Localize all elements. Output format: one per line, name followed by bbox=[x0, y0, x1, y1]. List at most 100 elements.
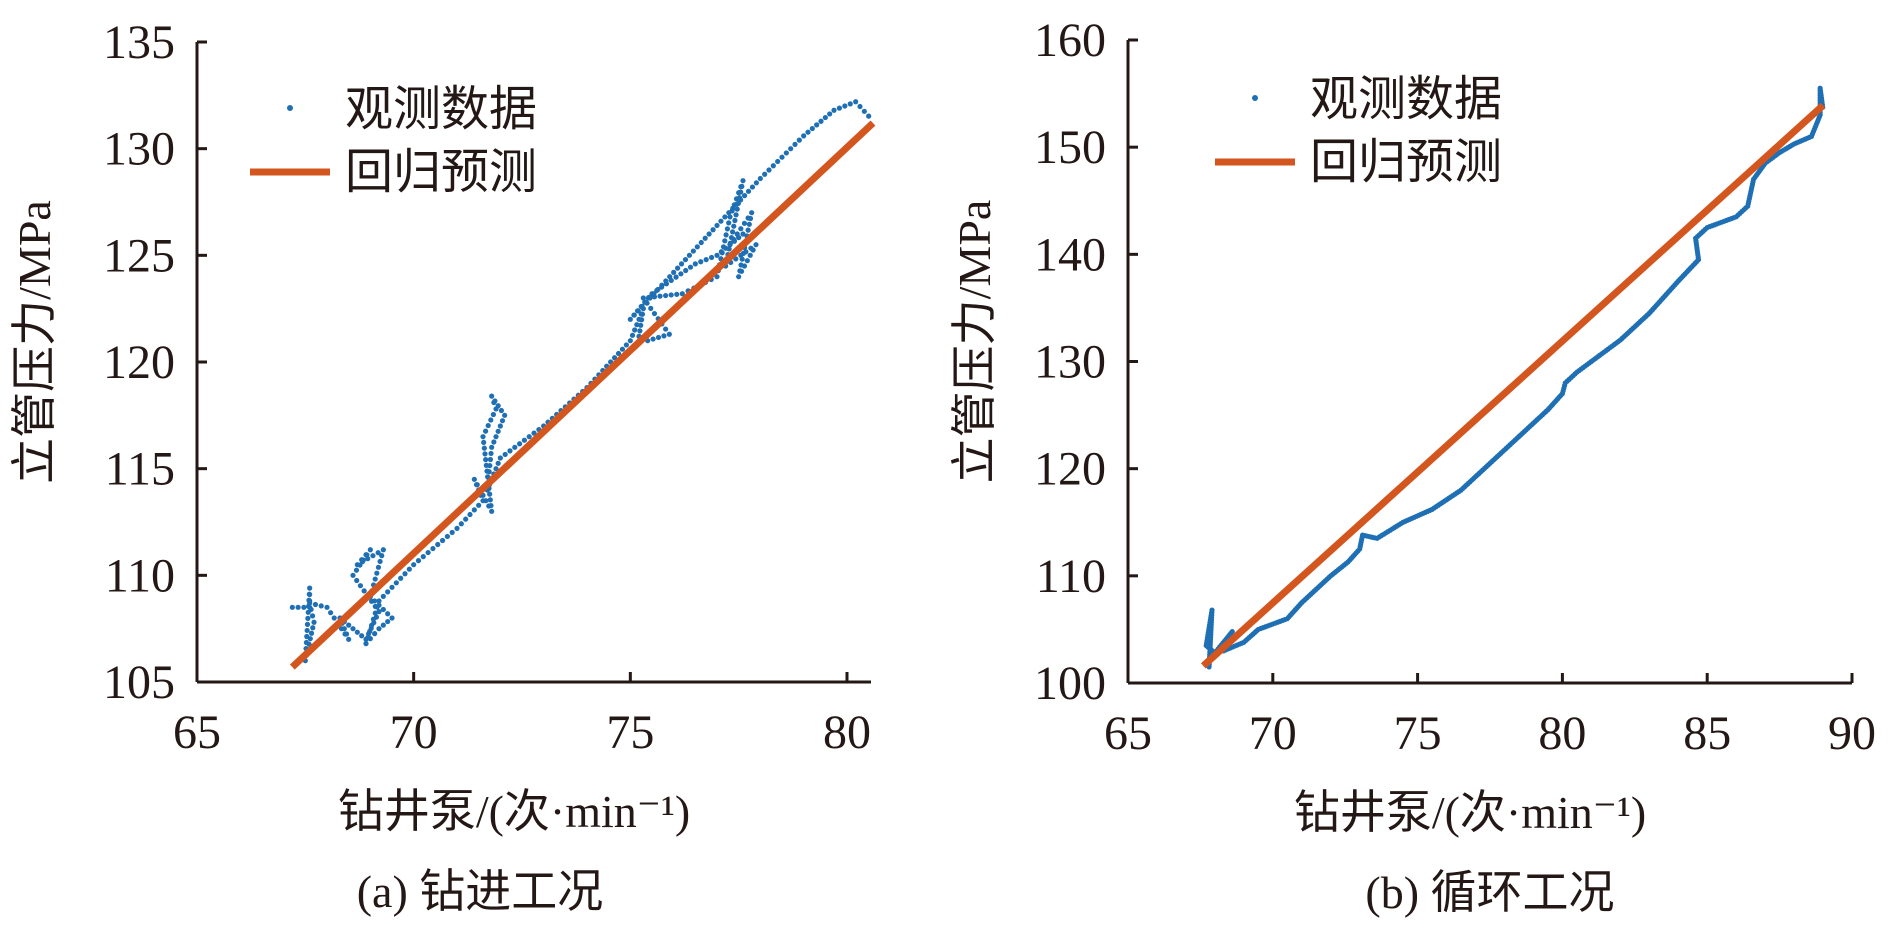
observed-point bbox=[521, 437, 528, 443]
observed-point bbox=[467, 511, 473, 518]
observed-point bbox=[402, 571, 408, 577]
observed-point bbox=[627, 338, 633, 344]
x-tick-label: 75 bbox=[1394, 707, 1442, 760]
observed-point bbox=[415, 558, 422, 564]
observed-point bbox=[331, 615, 337, 621]
observed-point bbox=[531, 430, 537, 436]
observed-point bbox=[757, 175, 763, 182]
observed-point bbox=[842, 103, 848, 109]
observed-point bbox=[734, 206, 740, 212]
observed-point bbox=[435, 541, 441, 548]
observed-point bbox=[295, 604, 301, 610]
observed-point bbox=[730, 205, 736, 211]
observed-point bbox=[745, 215, 751, 221]
x-tick-label: 65 bbox=[173, 706, 221, 759]
observed-point bbox=[738, 226, 744, 232]
observed-point bbox=[375, 564, 382, 570]
observed-point bbox=[372, 631, 378, 637]
observed-point bbox=[733, 212, 739, 218]
observed-point bbox=[359, 633, 365, 639]
x-tick-label: 70 bbox=[390, 706, 438, 759]
observed-point bbox=[420, 554, 426, 560]
observed-point bbox=[643, 299, 649, 305]
observed-point bbox=[731, 223, 737, 229]
observed-point bbox=[526, 434, 532, 440]
observed-point bbox=[640, 295, 646, 301]
y-tick-label: 105 bbox=[103, 656, 175, 709]
observed-point bbox=[663, 278, 669, 284]
observed-point bbox=[655, 334, 662, 341]
observed-point bbox=[483, 428, 489, 434]
observed-point bbox=[739, 183, 745, 189]
observed-point bbox=[487, 463, 493, 469]
observed-point bbox=[779, 154, 785, 160]
observed-point bbox=[632, 327, 638, 333]
observed-point bbox=[492, 398, 498, 404]
observed-point bbox=[818, 118, 824, 124]
observed-point bbox=[667, 274, 673, 280]
observed-point bbox=[375, 550, 381, 556]
observed-point bbox=[458, 521, 464, 527]
observed-point bbox=[289, 604, 295, 610]
legend-label-observed: 观测数据 bbox=[1310, 73, 1502, 126]
observed-point bbox=[639, 303, 645, 310]
observed-point bbox=[866, 113, 872, 119]
y-tick-label: 110 bbox=[105, 549, 175, 602]
observed-point bbox=[439, 537, 446, 544]
observed-point bbox=[398, 575, 404, 581]
observed-point bbox=[346, 636, 352, 642]
legend-marker-observed bbox=[287, 105, 293, 111]
y-tick-label: 120 bbox=[1034, 443, 1106, 496]
observed-point bbox=[668, 292, 674, 298]
regression-line bbox=[1200, 102, 1826, 669]
observed-point bbox=[305, 615, 311, 621]
observed-point bbox=[814, 122, 820, 128]
observed-point bbox=[476, 502, 482, 508]
y-tick-label: 160 bbox=[1034, 14, 1106, 67]
observed-point bbox=[430, 545, 436, 552]
observed-point bbox=[651, 310, 658, 317]
observed-point bbox=[857, 103, 863, 110]
observed-point bbox=[389, 615, 395, 621]
subplot-a: 105 110 115 120 125 130 135 65 70 75 80 钻井泵/(次·min⁻… bbox=[9, 16, 876, 917]
observed-point bbox=[495, 428, 501, 434]
observed-point bbox=[425, 549, 431, 556]
observed-point bbox=[495, 460, 501, 466]
observed-point bbox=[647, 295, 653, 301]
x-tick-label: 75 bbox=[606, 706, 654, 759]
observed-point bbox=[485, 422, 491, 429]
observed-point bbox=[379, 553, 385, 559]
observed-point bbox=[738, 197, 744, 203]
observed-point bbox=[308, 606, 314, 613]
observed-point bbox=[698, 239, 704, 246]
observed-point bbox=[750, 247, 756, 253]
observed-point bbox=[611, 355, 618, 361]
observed-point bbox=[703, 257, 709, 263]
observed-point bbox=[659, 282, 665, 288]
observed-point bbox=[619, 346, 626, 352]
observed-point bbox=[694, 244, 700, 250]
observed-point bbox=[634, 322, 640, 328]
observed-point bbox=[732, 217, 738, 224]
observed-point bbox=[853, 99, 859, 105]
observed-point bbox=[724, 226, 731, 232]
observed-point bbox=[796, 137, 802, 143]
observed-point bbox=[637, 328, 643, 334]
observed-point bbox=[738, 262, 744, 268]
observed-point bbox=[365, 556, 371, 562]
observed-point bbox=[639, 317, 645, 323]
observed-point bbox=[488, 450, 494, 457]
observed-point bbox=[350, 572, 356, 578]
observed-point bbox=[354, 562, 360, 568]
y-tick-label: 125 bbox=[103, 229, 175, 282]
observed-point bbox=[471, 476, 477, 482]
subplot-caption: (b) 循环工况 bbox=[1365, 867, 1614, 918]
observed-point bbox=[745, 188, 752, 194]
observed-point bbox=[805, 129, 811, 135]
observed-series bbox=[1203, 85, 1826, 670]
observed-point bbox=[406, 566, 412, 572]
x-tick-label: 70 bbox=[1249, 707, 1297, 760]
observed-point bbox=[792, 141, 798, 147]
observed-point bbox=[357, 583, 364, 589]
observed-point bbox=[507, 448, 513, 454]
